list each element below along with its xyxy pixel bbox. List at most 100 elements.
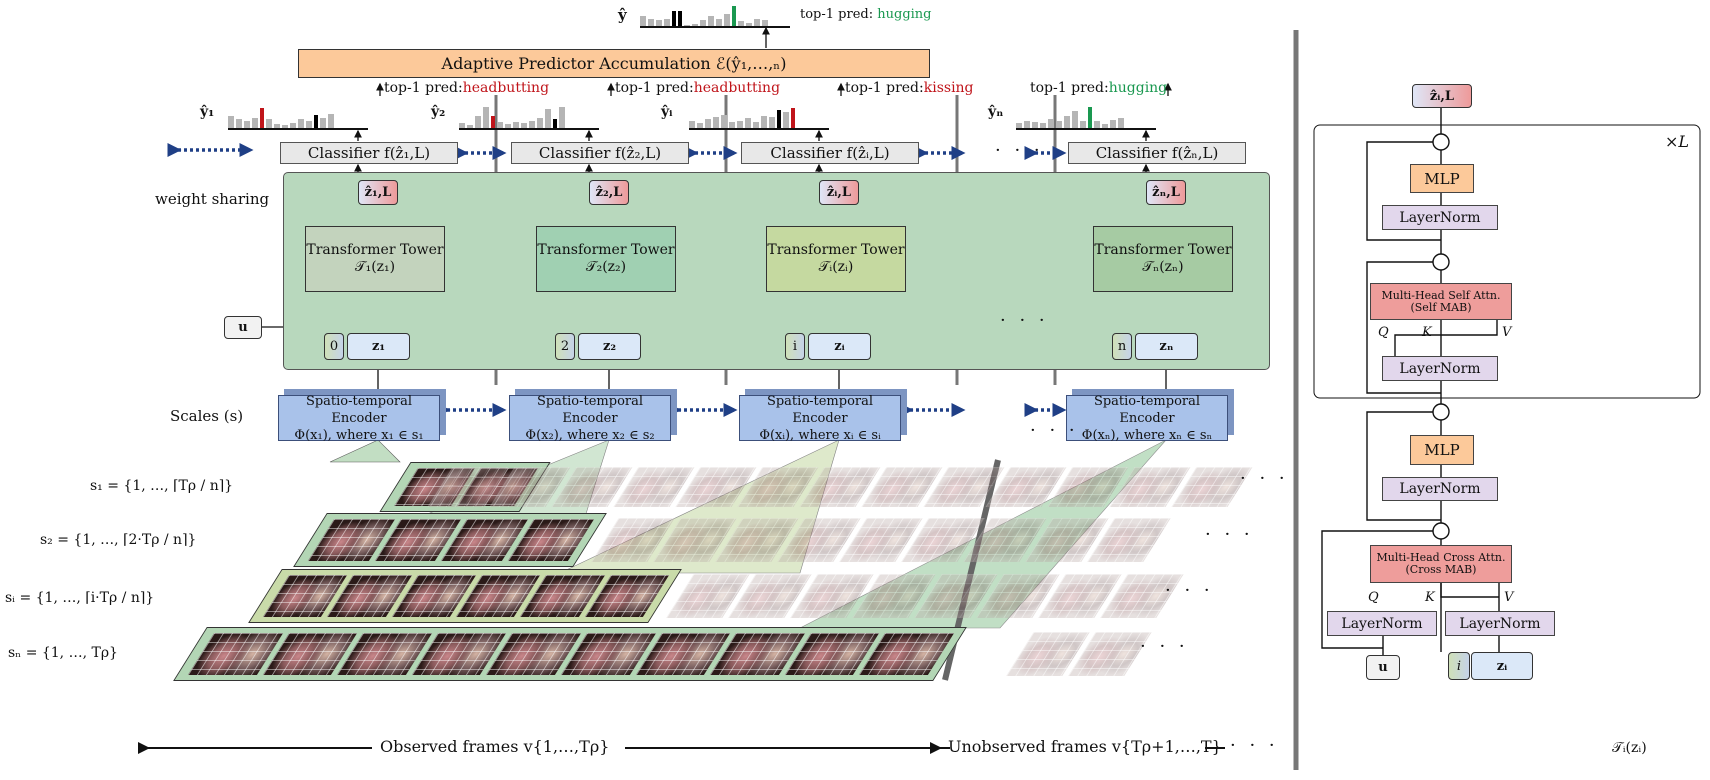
cross-mab-title: Multi-Head Cross Attn. — [1376, 551, 1506, 564]
ellipsis-row3: · · · — [1165, 580, 1214, 601]
histogram-bar — [1110, 119, 1116, 128]
classifier-box: Classifier f(ẑ₂,L) — [511, 142, 689, 164]
histogram-bar — [697, 123, 703, 128]
histogram-bar — [521, 123, 527, 128]
histogram-bar — [721, 114, 727, 128]
scale-projection-1 — [329, 439, 401, 463]
histogram-bar — [497, 122, 503, 128]
histogram-bar — [282, 125, 288, 128]
histogram-bar — [648, 19, 654, 26]
encoder-function: Φ(xₙ), where xₙ ∈ sₙ — [1081, 427, 1213, 443]
self-mab-title: Multi-Head Self Attn. — [1381, 288, 1501, 302]
scale-s1: s₁ = {1, …, ⌈Tρ / n⌉} — [90, 478, 234, 494]
layernorm-inner-2: LayerNorm — [1382, 205, 1498, 230]
histogram-bar — [529, 120, 535, 128]
tower-function: 𝒯₂(z₂) — [585, 259, 627, 275]
histogram-bar — [1072, 111, 1078, 128]
mlp-block-inner: MLP — [1410, 164, 1474, 193]
scales-label: Scales (s) — [170, 407, 244, 425]
histogram-bar — [689, 120, 695, 128]
histogram-bar — [692, 24, 698, 26]
histogram-bar — [559, 107, 565, 128]
histogram-bar — [656, 20, 662, 26]
histogram-bar — [754, 19, 760, 26]
cross-q-label: Q — [1368, 590, 1379, 605]
histogram-bar — [791, 108, 795, 128]
histogram-bar — [745, 118, 751, 128]
final-prediction-histogram — [640, 4, 790, 28]
histogram-bar — [664, 18, 670, 26]
histogram-bar — [505, 124, 511, 128]
ellipsis-unobserved: · · · — [1230, 735, 1279, 756]
histogram-bar — [491, 116, 495, 128]
self-mab-block: Multi-Head Self Attn. (Self MAB) — [1370, 283, 1512, 320]
histogram-bar — [1064, 116, 1070, 128]
histogram-bar — [672, 11, 676, 26]
histogram-bar — [1032, 122, 1038, 128]
z-token: zₙ — [1135, 333, 1198, 360]
histogram-bar — [537, 117, 543, 128]
ellipsis-classifier: · · · — [995, 140, 1044, 161]
tower-title: Transformer Tower — [767, 242, 905, 258]
histogram-bar — [1102, 124, 1108, 128]
histogram-bar — [290, 122, 296, 128]
column-prediction-histogram — [228, 96, 368, 130]
unobserved-frames-row — [591, 518, 1233, 562]
histogram-bar — [236, 119, 242, 128]
scale-frame-row — [173, 627, 967, 681]
z-token-detail: zᵢ — [1471, 652, 1533, 680]
histogram-bar — [553, 119, 557, 128]
histogram-bar — [783, 112, 789, 128]
histogram-bar — [1016, 123, 1022, 128]
u-token-detail: u — [1366, 655, 1400, 680]
ellipsis-row2: · · · — [1205, 524, 1254, 545]
tower-function: 𝒯ᵢ(zᵢ) — [818, 259, 854, 275]
layernorm-keyvalue: LayerNorm — [1445, 611, 1555, 636]
index-token: i — [785, 333, 805, 360]
tower-caption: 𝒯ᵢ(zᵢ) — [1612, 740, 1647, 756]
classifier-box: Classifier f(ẑ₁,L) — [280, 142, 458, 164]
layernorm-outer-2: LayerNorm — [1382, 477, 1498, 501]
column-prediction-histogram — [459, 96, 599, 130]
histogram-bar — [1048, 119, 1054, 128]
scale-frame-row — [248, 569, 682, 623]
adaptive-predictor-accumulation: Adaptive Predictor Accumulation ℰ(ŷ₁,…,ₙ… — [298, 49, 930, 78]
self-k-label: K — [1422, 325, 1432, 340]
column-yhat-label: ŷ₁ — [200, 104, 215, 120]
cross-mab-block: Multi-Head Cross Attn. (Cross MAB) — [1370, 545, 1512, 583]
classifier-box: Classifier f(ẑₙ,L) — [1068, 142, 1246, 164]
transformer-tower: Transformer Tower 𝒯ₙ(zₙ) — [1093, 226, 1233, 292]
histogram-bar — [475, 116, 481, 128]
histogram-bar — [244, 120, 250, 128]
z-token: zᵢ — [808, 333, 871, 360]
cross-k-label: K — [1425, 590, 1435, 605]
histogram-bar — [678, 11, 682, 26]
histogram-bar — [306, 120, 312, 128]
pred-value: hugging — [1108, 80, 1168, 96]
histogram-bar — [729, 122, 735, 128]
u-token: u — [224, 316, 262, 339]
layernorm-query: LayerNorm — [1327, 611, 1437, 636]
zhat-token: ẑ₁,L — [358, 180, 398, 205]
self-q-label: Q — [1378, 325, 1389, 340]
ellipsis-tower: · · · — [1000, 310, 1049, 331]
histogram-bar — [274, 124, 280, 128]
histogram-bar — [467, 125, 473, 128]
column-yhat-label: ŷᵢ — [661, 104, 673, 120]
scale-frame-row — [293, 513, 607, 567]
histogram-bar — [314, 114, 318, 128]
histogram-bar — [732, 6, 736, 26]
classifier-box: Classifier f(ẑᵢ,L) — [741, 142, 919, 164]
pred-prefix: top-1 pred: — [384, 80, 463, 96]
transformer-tower: Transformer Tower 𝒯ᵢ(zᵢ) — [766, 226, 906, 292]
transformer-tower: Transformer Tower 𝒯₁(z₁) — [305, 226, 445, 292]
column-top1-prediction: top-1 pred:hugging — [1030, 80, 1167, 96]
tower-function: 𝒯₁(z₁) — [354, 259, 396, 275]
column-top1-prediction: top-1 pred:headbutting — [615, 80, 780, 96]
pred-value: headbutting — [693, 80, 781, 96]
encoder-title: Spatio-temporal Encoder — [305, 393, 413, 426]
histogram-bar — [1088, 107, 1092, 128]
histogram-bar — [1024, 120, 1030, 128]
histogram-bar — [708, 16, 714, 26]
